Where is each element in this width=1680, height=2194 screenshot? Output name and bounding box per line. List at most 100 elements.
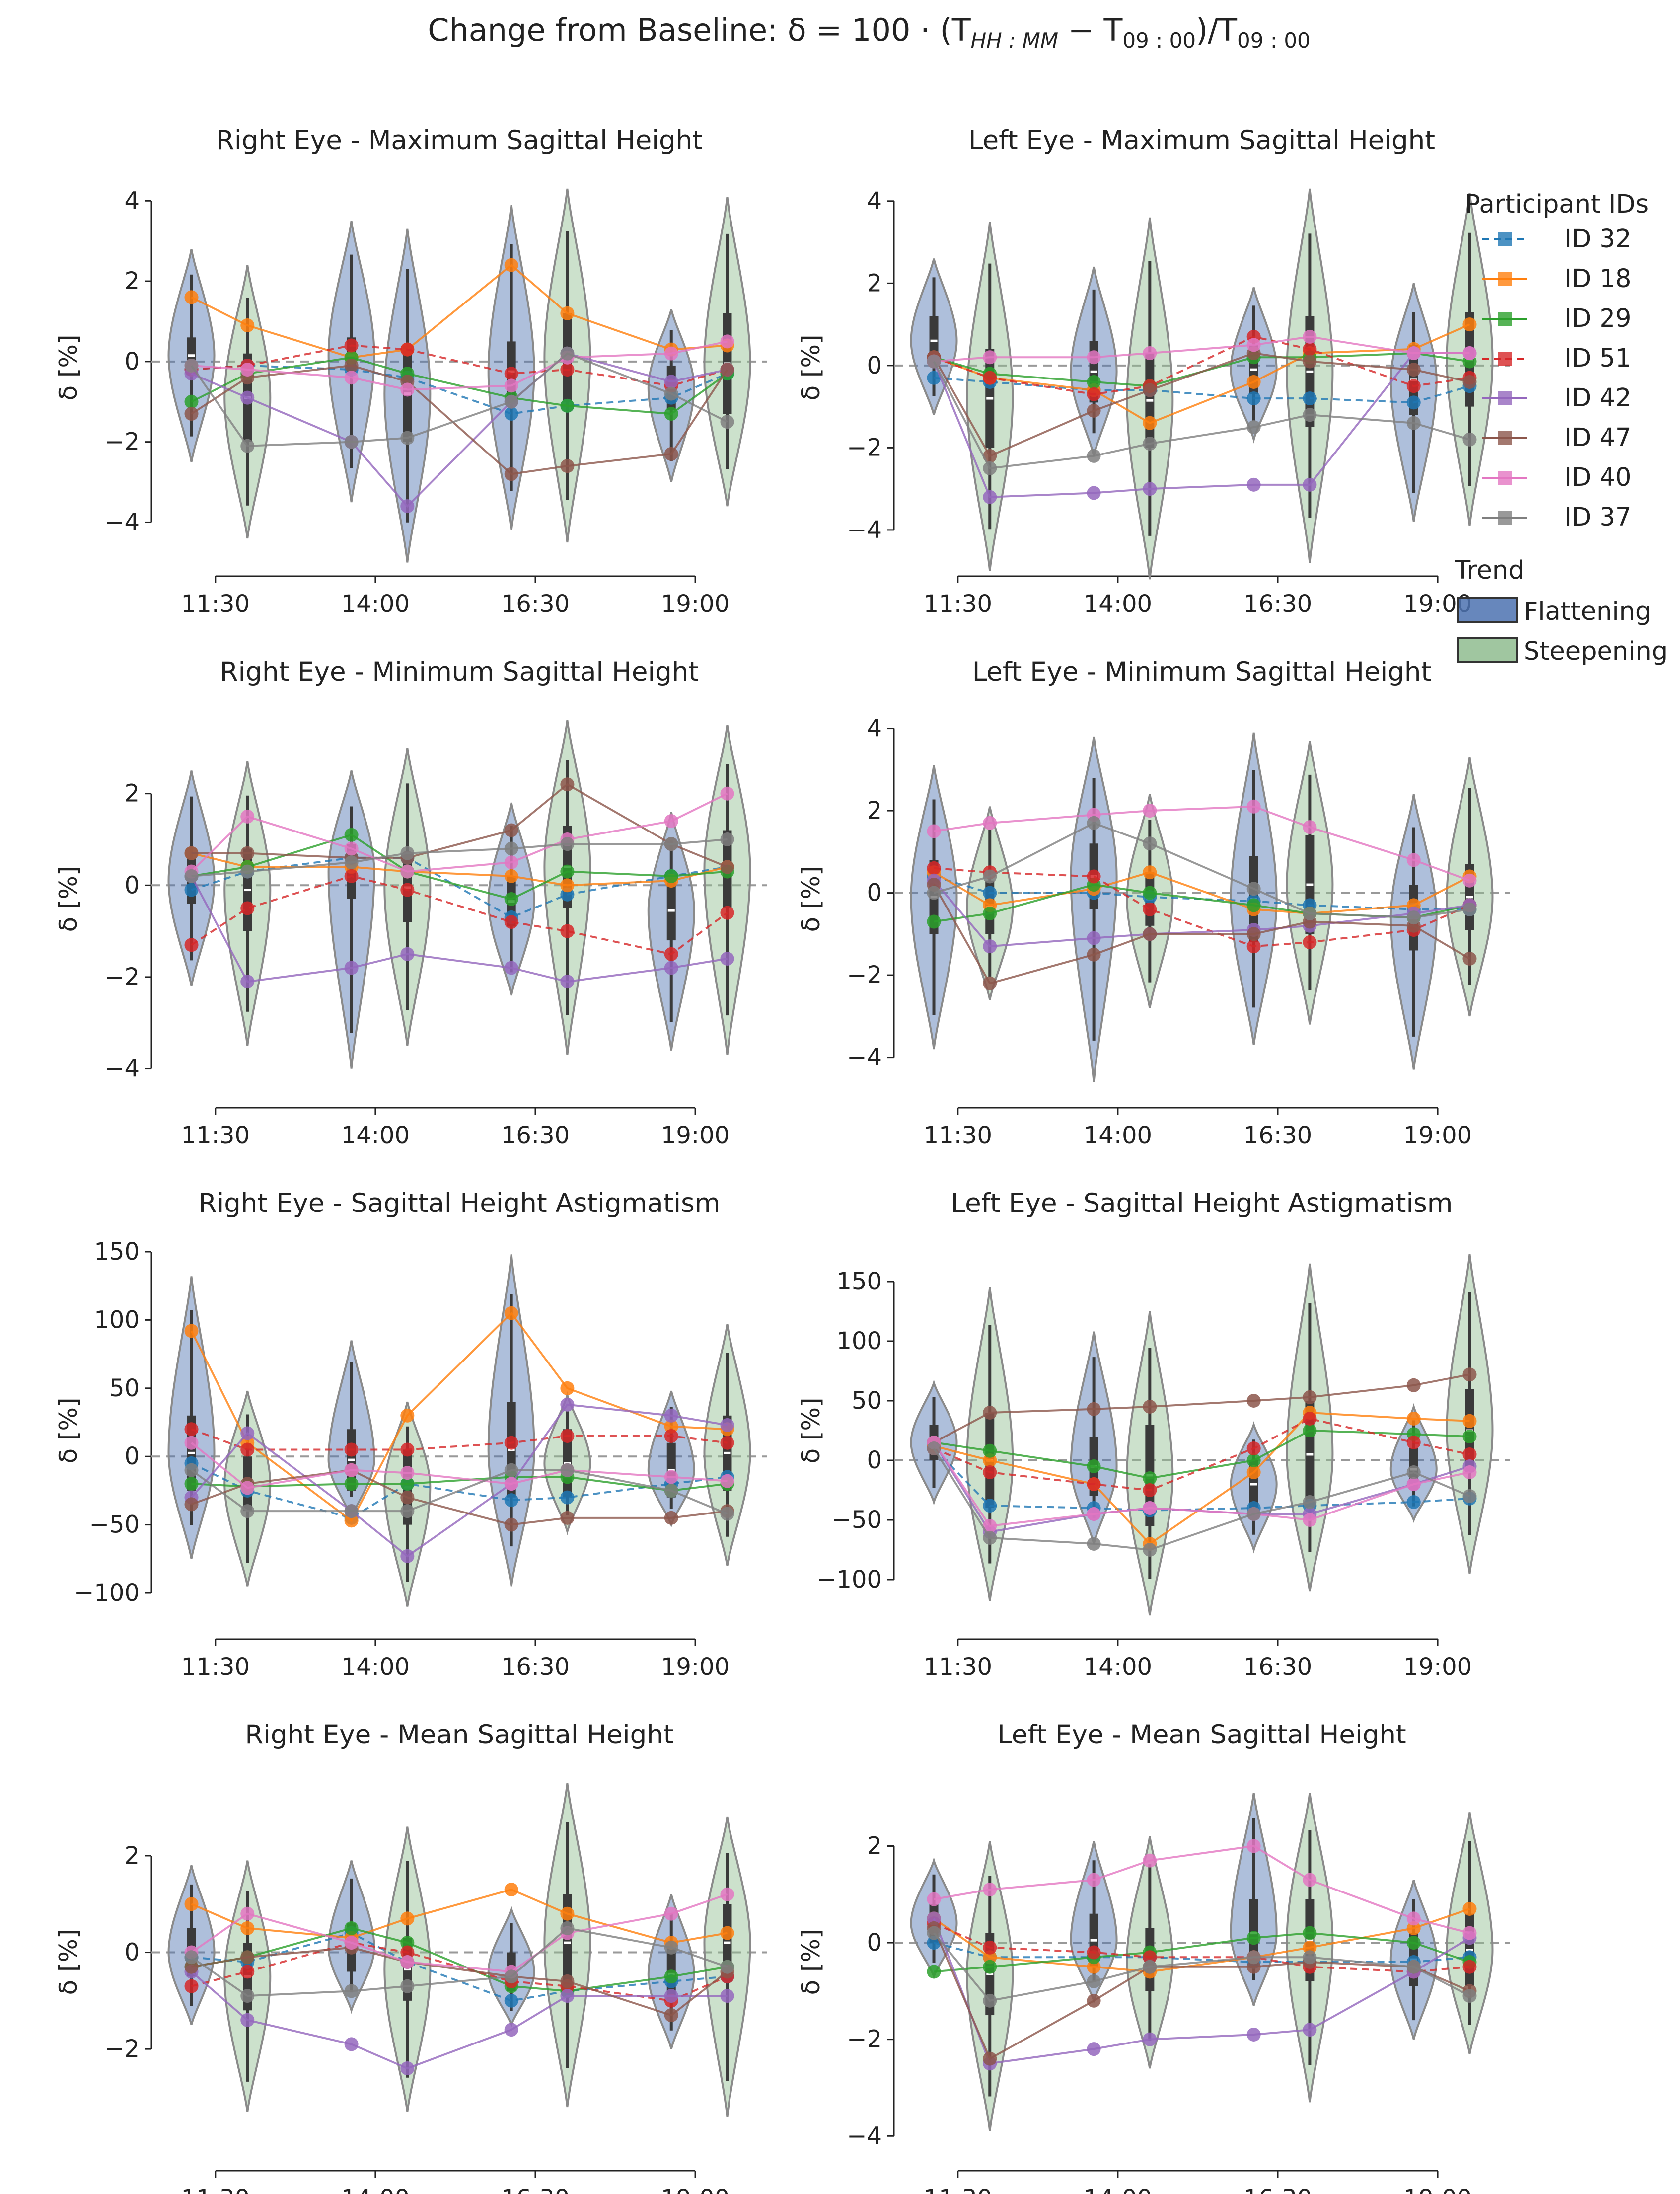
series-line — [191, 1970, 728, 2070]
series-point — [1246, 927, 1261, 941]
series-point — [504, 1436, 518, 1450]
legend-label: ID 42 — [1564, 383, 1631, 413]
series-point — [720, 1436, 734, 1450]
y-tick-label: 2 — [867, 797, 882, 825]
series-line — [191, 1888, 728, 1944]
series-line — [933, 880, 1470, 948]
series-point — [344, 1504, 359, 1518]
series-point — [983, 490, 997, 504]
series-point — [344, 1477, 359, 1491]
series-line — [933, 323, 1470, 424]
x-tick-label: 14:00 — [341, 2185, 410, 2194]
series-point — [1246, 1507, 1261, 1521]
series-line — [191, 1469, 728, 1515]
series-point — [344, 371, 359, 385]
y-tick-label: −4 — [104, 1055, 140, 1083]
series-point — [1462, 1447, 1477, 1461]
series-point — [240, 1504, 255, 1518]
series-point — [1143, 416, 1157, 430]
series-point — [983, 869, 997, 884]
series-point — [720, 334, 734, 349]
y-tick-label: 4 — [867, 187, 882, 215]
series-point — [560, 837, 575, 851]
series-point — [1303, 1873, 1317, 1887]
series-point — [720, 1418, 734, 1433]
series-point — [720, 906, 734, 920]
series-point — [983, 449, 997, 463]
series-point — [400, 1911, 415, 1926]
series-line — [191, 1428, 728, 1451]
series-point — [400, 1549, 415, 1563]
series-point — [1246, 1394, 1261, 1408]
series-point — [664, 869, 678, 883]
series-point — [1303, 2023, 1317, 2037]
series-point — [983, 1531, 997, 1545]
series-point — [1406, 1960, 1421, 1974]
series-point — [1462, 1489, 1477, 1503]
series-point — [1303, 1950, 1317, 1965]
series-point — [184, 1960, 199, 1974]
y-tick-label: 2 — [867, 1832, 882, 1860]
series-point — [504, 1493, 518, 1508]
series-point — [1246, 1950, 1261, 1965]
series-point — [560, 346, 575, 361]
x-tick-label: 16:30 — [1243, 590, 1312, 618]
series-line — [191, 352, 728, 508]
series-line — [933, 822, 1470, 919]
y-tick-label: −50 — [832, 1506, 882, 1534]
series-point — [240, 1989, 255, 2003]
x-tick-label: 11:30 — [181, 1122, 250, 1149]
series-point — [664, 1483, 678, 1498]
y-tick-label: 0 — [867, 352, 882, 379]
series-point — [240, 901, 255, 915]
legend-trend-label: Flattening — [1524, 597, 1651, 626]
series-point — [1406, 1911, 1421, 1926]
series-point — [1246, 477, 1261, 492]
series-point — [983, 1883, 997, 1897]
series-point — [1246, 1453, 1261, 1467]
x-tick-label: 16:30 — [1243, 1122, 1312, 1149]
series-point — [1462, 1367, 1477, 1382]
series-point — [560, 1463, 575, 1477]
series-point — [983, 1499, 997, 1513]
series-point — [1087, 1873, 1101, 1887]
x-tick-label: 16:30 — [1243, 2185, 1312, 2194]
series-point — [560, 864, 575, 879]
series-point — [983, 1443, 997, 1458]
series-point — [664, 837, 678, 851]
series-point — [1303, 391, 1317, 406]
series-point — [983, 816, 997, 830]
series-point — [1087, 931, 1101, 945]
series-line — [933, 1932, 1470, 2002]
y-tick-label: −50 — [89, 1511, 140, 1539]
series-line — [190, 352, 728, 447]
series-line — [191, 1476, 728, 1492]
series-point — [1143, 804, 1157, 818]
x-tick-label: 16:30 — [1243, 1653, 1312, 1681]
series-line — [191, 1946, 728, 2017]
series-point — [560, 363, 575, 377]
series-point — [1087, 1507, 1101, 1521]
series-line — [191, 264, 728, 359]
x-tick-label: 14:00 — [1084, 2185, 1152, 2194]
series-point — [1143, 1471, 1157, 1485]
series-point — [344, 358, 359, 373]
series-point — [664, 1470, 678, 1484]
series-point — [664, 1419, 678, 1434]
panel-title: Right Eye - Maximum Sagittal Height — [216, 125, 703, 155]
series-point — [1462, 346, 1477, 361]
y-axis-label: δ [%] — [54, 1929, 83, 1995]
legend-label: ID 18 — [1564, 264, 1631, 294]
series-line — [191, 1893, 728, 1973]
series-point — [1462, 1414, 1477, 1428]
legend-participants-title: Participant IDs — [1465, 190, 1649, 219]
series-point — [664, 407, 678, 421]
series-point — [1143, 1501, 1157, 1515]
series-point — [504, 378, 518, 393]
series-point — [504, 869, 518, 883]
series-point — [1462, 902, 1477, 916]
series-point — [927, 886, 941, 900]
y-axis-label: δ [%] — [797, 866, 825, 932]
legend-marker — [1498, 431, 1512, 445]
y-tick-label: 0 — [867, 1929, 882, 1957]
